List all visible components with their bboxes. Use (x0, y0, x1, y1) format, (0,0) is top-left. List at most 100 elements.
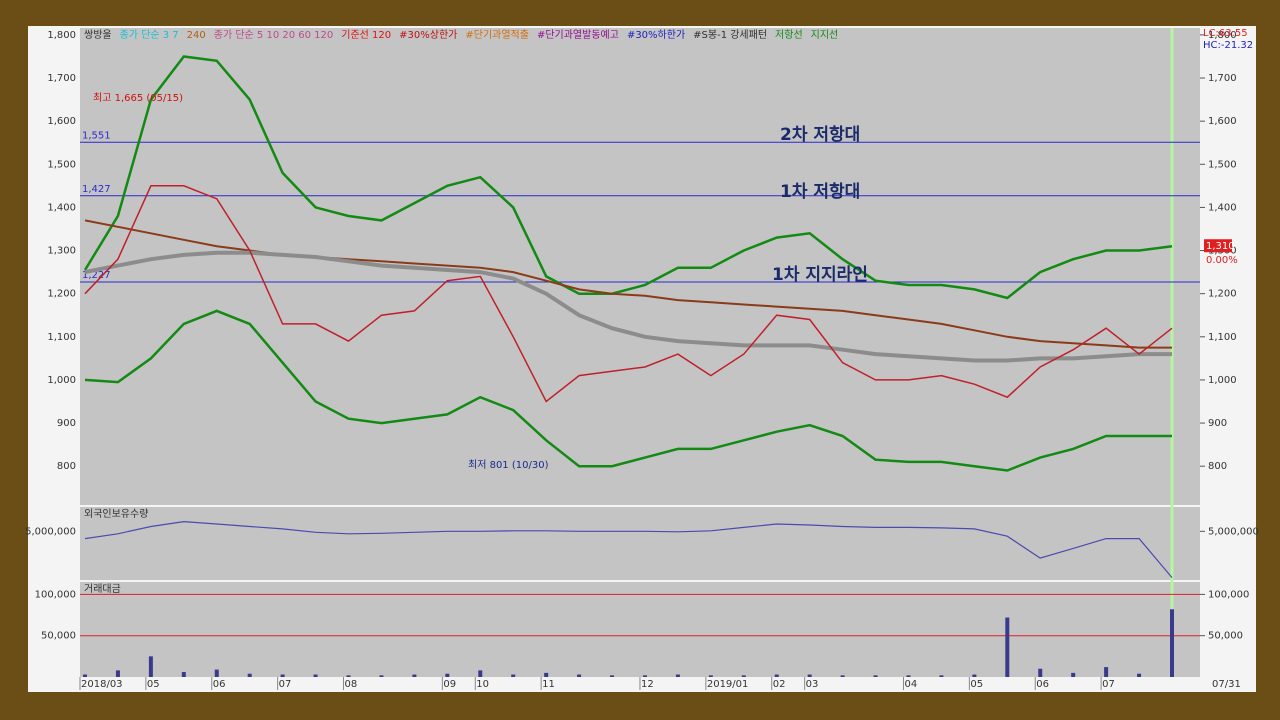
x-tick-label: 12 (641, 679, 654, 690)
lc-label: LC:63.55 (1203, 28, 1248, 39)
annotation: 최저 801 (10/30) (468, 459, 549, 471)
bar (708, 675, 713, 677)
bar (1038, 668, 1043, 677)
x-tick-label: 07 (279, 679, 292, 690)
level-label: 1,227 (82, 270, 111, 281)
y-tick-label: 1,300 (47, 246, 76, 257)
y-tick-label: 1,500 (47, 159, 76, 170)
bar (181, 672, 186, 677)
bar (807, 674, 812, 677)
bar (544, 672, 549, 677)
bar (873, 675, 878, 677)
legend-item: #S봉-1 강세패턴 (693, 29, 767, 41)
y-tick-label-right: 1,700 (1208, 73, 1237, 84)
bar (313, 674, 318, 677)
holdings-line (84, 520, 1173, 578)
y-tick-label-right: 1,600 (1208, 116, 1237, 127)
annotation: 2차 저항대 (780, 124, 860, 145)
y-tick-label-right: 800 (1208, 461, 1227, 472)
level-label: 1,551 (82, 130, 111, 141)
legend-item: 쌍방울 (84, 29, 112, 41)
x-tick-label: 10 (476, 679, 489, 690)
legend-item: 종가 단순 5 10 20 60 120 (214, 29, 334, 41)
bar (1005, 617, 1010, 677)
y-tick-label: 1,400 (47, 202, 76, 213)
y-tick-label: 800 (57, 461, 76, 472)
annotation: 최고 1,665 (05/15) (93, 92, 183, 104)
bar (1170, 609, 1174, 677)
legend-item: #단기과열발동예고 (537, 29, 619, 41)
bar (675, 674, 680, 677)
bar (774, 674, 779, 677)
last-price-box (1204, 239, 1232, 253)
bar (1104, 667, 1109, 677)
x-tick-label: 06 (1036, 679, 1049, 690)
bar (840, 675, 845, 677)
y-tick-label: 1,800 (47, 30, 76, 41)
y-tick-label: 1,600 (47, 116, 76, 127)
bar (610, 675, 615, 677)
x-tick-label: 04 (904, 679, 917, 690)
bar (741, 675, 746, 677)
y-tick-label-right: 5,000,000 (1208, 526, 1259, 537)
x-tick-label: 08 (345, 679, 358, 690)
y-tick-label: 1,200 (47, 289, 76, 300)
legend-item: 종가 단순 3 7 (120, 29, 179, 41)
foreign-plot (80, 507, 1200, 580)
y-tick-label-right: 1,800 (1208, 30, 1237, 41)
y-tick-label-right: 1,500 (1208, 159, 1237, 170)
y-tick-label: 900 (57, 418, 76, 429)
bar (906, 675, 911, 677)
x-tick-label: 03 (806, 679, 819, 690)
bar (1071, 672, 1076, 677)
volume-plot (80, 582, 1200, 677)
panel-title: 외국인보유수량 (84, 508, 148, 520)
price-plot (80, 28, 1200, 505)
bar (642, 675, 647, 677)
y-tick-label-right: 1,200 (1208, 289, 1237, 300)
y-tick-label: 100,000 (35, 589, 76, 600)
bar (972, 674, 977, 677)
y-tick-label-right: 100,000 (1208, 589, 1249, 600)
bar (577, 674, 582, 677)
y-tick-label: 5,000,000 (25, 526, 76, 537)
x-tick-label: 05 (970, 679, 983, 690)
x-tick-label: 07 (1102, 679, 1115, 690)
x-tick-label: 2018/03 (81, 679, 123, 690)
legend-item: 240 (187, 30, 206, 41)
x-tick-label: 2019/01 (707, 679, 749, 690)
bar (247, 673, 252, 677)
change-label: 0.00% (1206, 255, 1238, 266)
series-line (84, 185, 1173, 403)
y-tick-label-right: 900 (1208, 418, 1227, 429)
annotation: 1차 저항대 (780, 181, 860, 202)
x-tick-label: 02 (773, 679, 786, 690)
panel-title: 거래대금 (84, 583, 121, 595)
legend-item: #30%상한가 (399, 29, 457, 41)
bar (939, 675, 944, 677)
legend-item: 기준선 120 (341, 29, 391, 41)
y-tick-label: 50,000 (41, 631, 76, 642)
series-line (84, 309, 1172, 472)
legend-item: 지지선 (811, 29, 839, 41)
bar (478, 670, 483, 677)
series-line (84, 250, 1172, 363)
bar (412, 674, 417, 677)
legend-item: 저항선 (775, 29, 803, 41)
level-label: 1,427 (82, 184, 111, 195)
x-tick-label: 11 (542, 679, 555, 690)
last-price-label: 1,310 (1206, 241, 1235, 252)
y-tick-label-right: 50,000 (1208, 631, 1243, 642)
annotation: 1차 지지라인 (772, 265, 868, 285)
bar (1137, 673, 1142, 677)
legend-item: #30%하한가 (627, 28, 685, 41)
hc-label: HC:-21.32 (1203, 40, 1253, 51)
bar (346, 675, 351, 677)
y-tick-label-right: 1,000 (1208, 375, 1237, 386)
legend-item: #단기과열적출 (465, 29, 529, 41)
bar (511, 674, 516, 677)
y-tick-label: 1,700 (47, 73, 76, 84)
y-tick-label: 1,100 (47, 332, 76, 343)
bar (148, 656, 153, 677)
